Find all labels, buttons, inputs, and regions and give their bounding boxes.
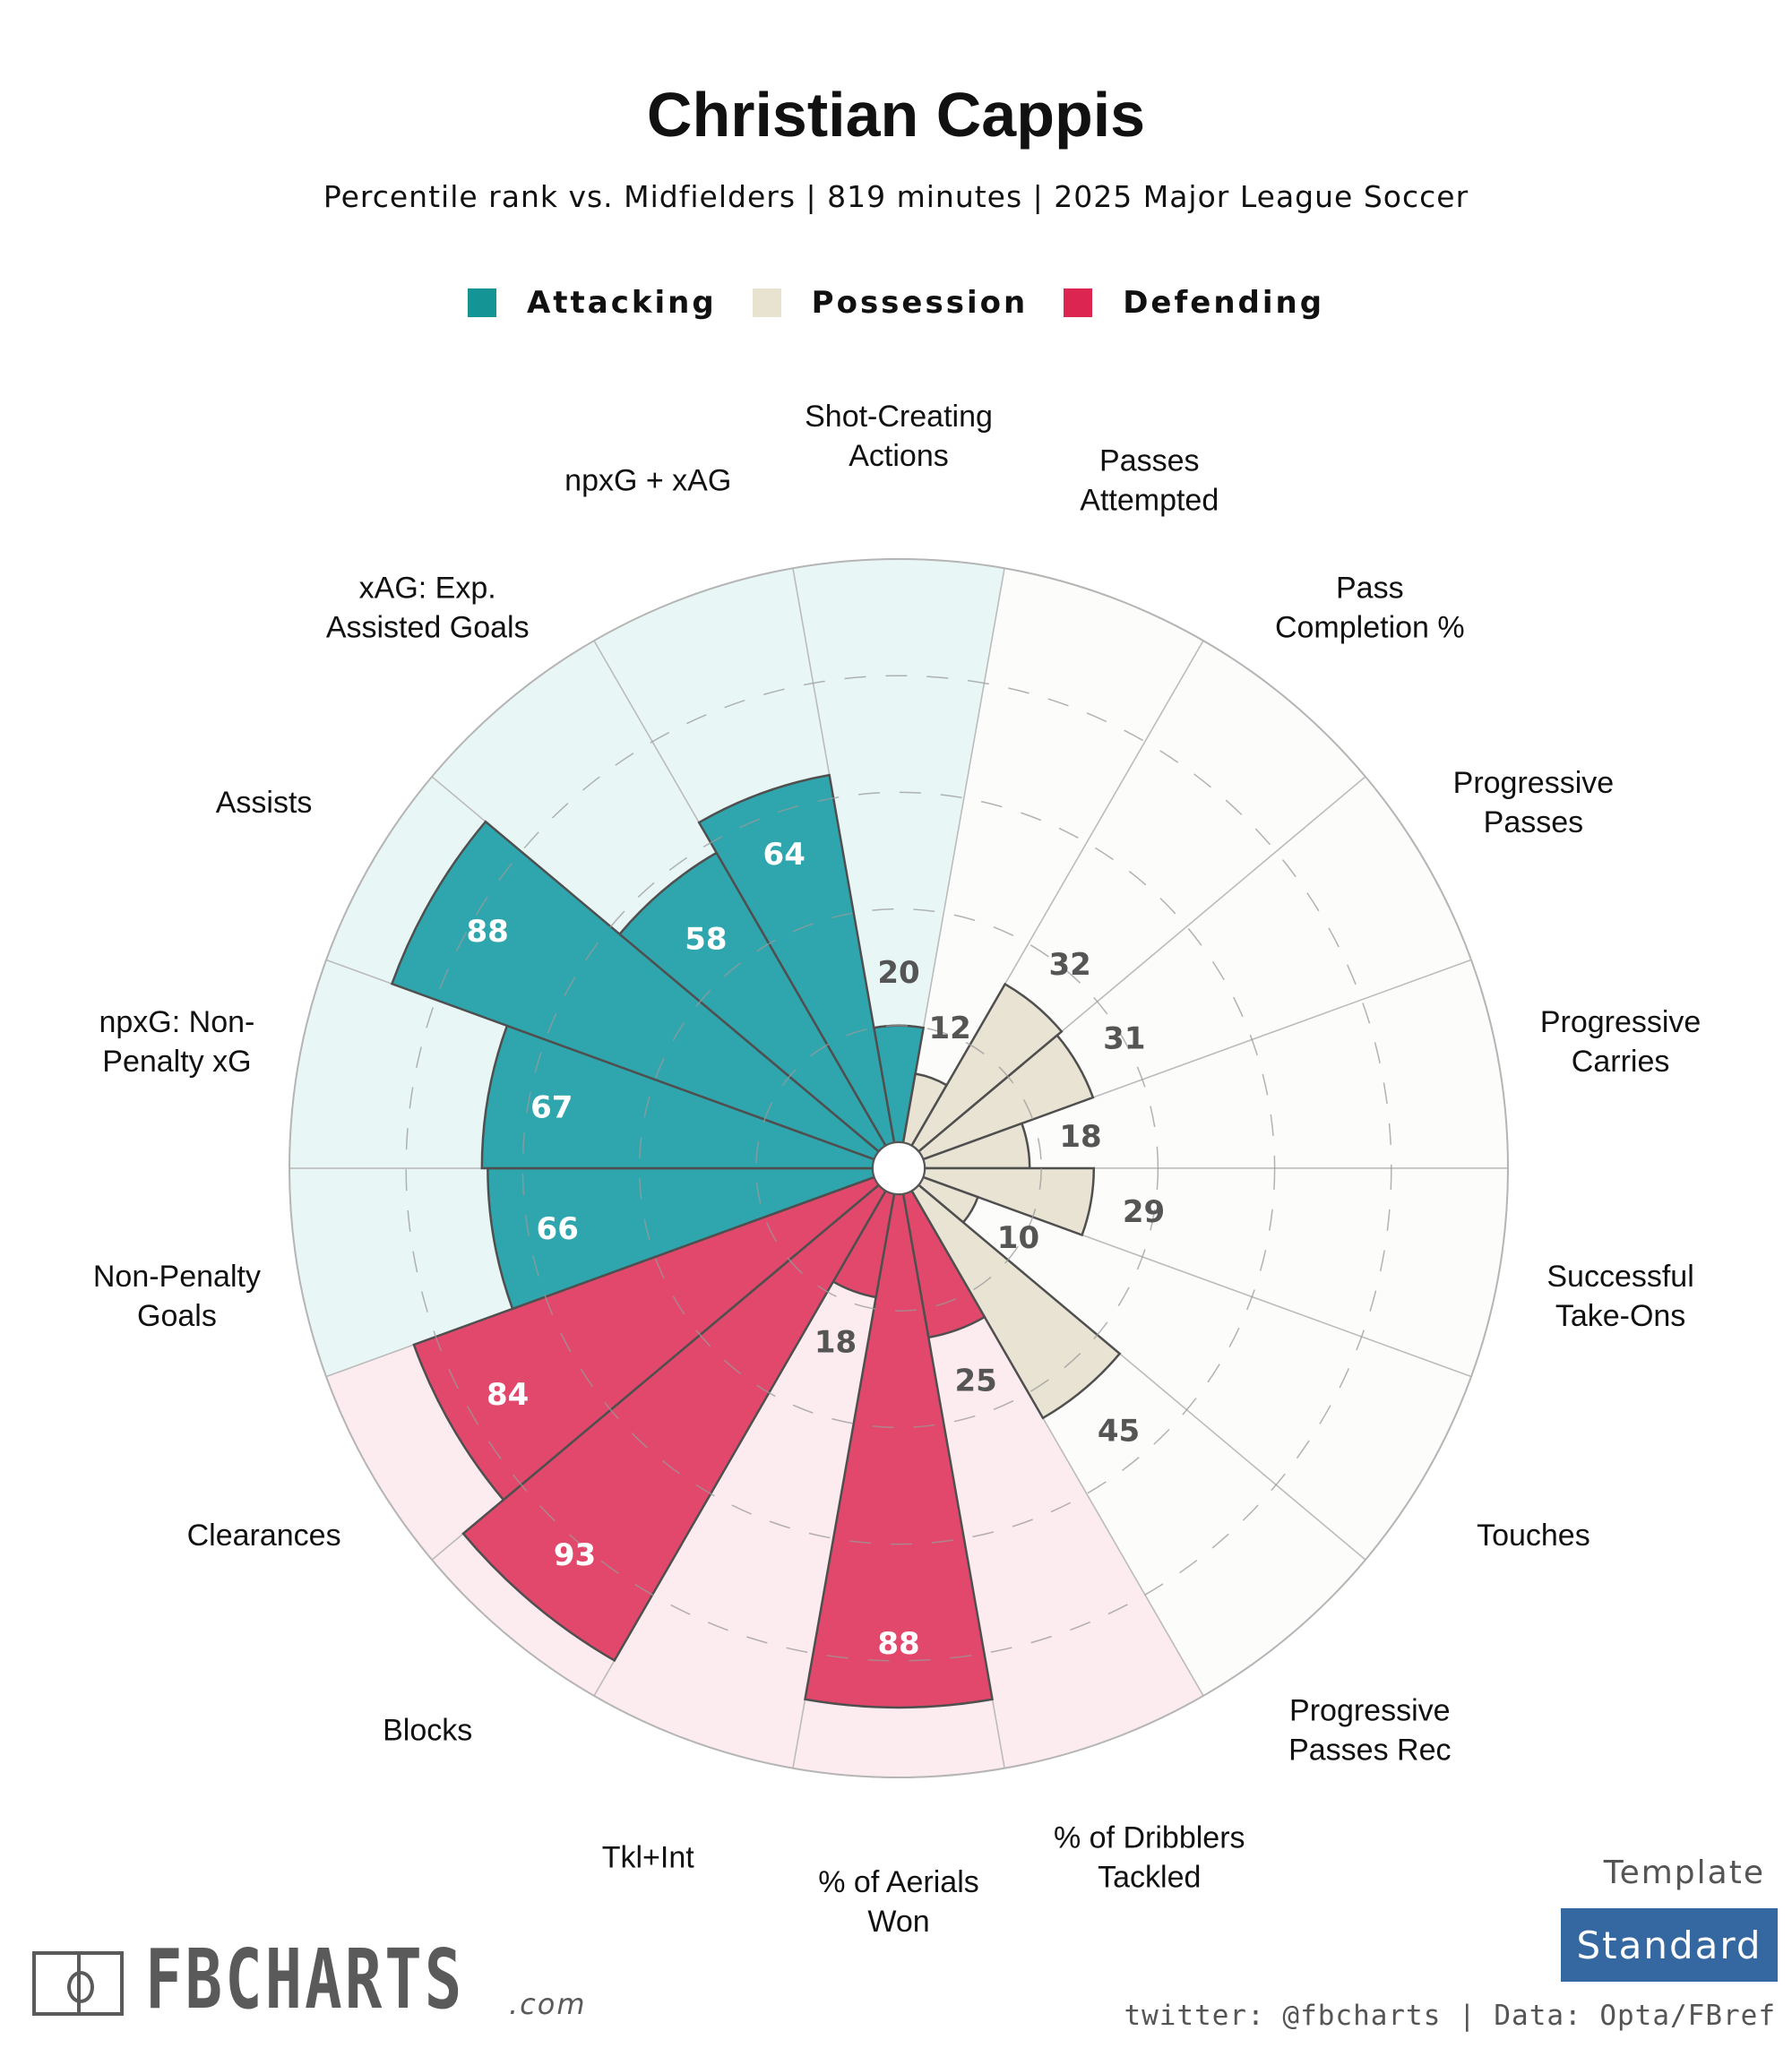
- logo-text: FBCHARTS: [145, 1932, 465, 2027]
- metric-label: Clearances: [187, 1519, 341, 1553]
- value-label: 58: [685, 922, 727, 958]
- metric-label: Blocks: [383, 1714, 472, 1748]
- gridline-20: [755, 1025, 1042, 1312]
- value-label: 66: [537, 1211, 579, 1247]
- gridline-40: [638, 908, 1159, 1429]
- metric-label: Tkl+Int: [602, 1841, 695, 1875]
- value-label: 25: [954, 1364, 996, 1399]
- value-label: 12: [928, 1011, 970, 1046]
- metric-label: Passes Attempted: [1080, 443, 1219, 517]
- chart-title: Christian Cappis: [646, 80, 1146, 150]
- gridlines: [405, 675, 1392, 1662]
- sector-dividers: [289, 558, 1509, 1778]
- value-label: 93: [554, 1537, 596, 1573]
- value-label: 84: [487, 1377, 529, 1413]
- value-label: 18: [814, 1325, 857, 1361]
- gridline-80: [405, 675, 1392, 1662]
- metric-labels: Shot-Creating Actions Passes Attempted Pass C…: [93, 400, 1701, 1939]
- metric-label: npxG + xAG: [564, 463, 731, 497]
- metric-label: Progressive Carries: [1540, 1005, 1702, 1079]
- value-label: 18: [1059, 1119, 1101, 1155]
- metric-label: Progressive Passes Rec: [1288, 1694, 1451, 1768]
- metric-label: Pass Completion %: [1275, 571, 1465, 644]
- credits: twitter: @fbcharts | Data: Opta/FBref: [1124, 2000, 1776, 2032]
- logo-suffix: .com: [509, 1987, 587, 2021]
- value-label: 31: [1103, 1021, 1145, 1057]
- legend: Attacking Possession Defending: [0, 285, 1792, 321]
- metric-label: % of Aerials Won: [818, 1865, 979, 1939]
- legend-swatch-defending: [1064, 288, 1093, 317]
- legend-swatch-possession: [752, 288, 781, 317]
- metric-label: Touches: [1477, 1519, 1590, 1553]
- value-label: 64: [763, 837, 806, 873]
- template-label: Template: [1603, 1854, 1765, 1891]
- value-label: 20: [877, 955, 919, 991]
- legend-item-attacking: Attacking: [467, 285, 717, 321]
- value-label: 32: [1048, 947, 1090, 983]
- metric-label: npxG: Non-Penalty xG: [99, 1005, 254, 1079]
- legend-item-possession: Possession: [752, 285, 1029, 321]
- value-label: 88: [466, 914, 508, 950]
- value-label: 45: [1098, 1414, 1140, 1450]
- metric-label: Shot-Creating Actions: [805, 400, 993, 473]
- value-labels: 20 12 32 31 18 29 10 45 25 88 18 93 84 66 67 88 58 64: [466, 837, 1165, 1662]
- metric-label: Assists: [216, 786, 313, 820]
- template-standard-badge: Standard: [1561, 1908, 1778, 1982]
- value-label: 67: [530, 1090, 573, 1126]
- pitch-icon: [32, 1951, 124, 2016]
- metric-label: % of Dribblers Tackled: [1054, 1821, 1245, 1895]
- value-label: 88: [877, 1626, 919, 1662]
- value-label: 10: [997, 1220, 1039, 1256]
- fbcharts-logo: FBCHARTS .com: [32, 1932, 585, 2027]
- chart-subtitle: Percentile rank vs. Midfielders | 819 mi…: [323, 179, 1469, 214]
- sector-bars: [390, 773, 1122, 1709]
- legend-label-defending: Defending: [1123, 285, 1325, 321]
- value-label: 29: [1123, 1194, 1165, 1230]
- legend-label-possession: Possession: [811, 285, 1029, 321]
- legend-swatch-attacking: [467, 288, 496, 317]
- outer-ring: [289, 558, 1509, 1778]
- legend-label-attacking: Attacking: [526, 285, 717, 321]
- metric-label: Non-Penalty Goals: [93, 1260, 261, 1333]
- gridline-60: [521, 791, 1276, 1545]
- legend-item-defending: Defending: [1064, 285, 1324, 321]
- center-hub: [872, 1141, 926, 1195]
- metric-label: Successful Take-Ons: [1546, 1260, 1693, 1333]
- metric-label: Progressive Passes: [1453, 766, 1615, 839]
- metric-label: xAG: Exp. Assisted Goals: [326, 571, 530, 644]
